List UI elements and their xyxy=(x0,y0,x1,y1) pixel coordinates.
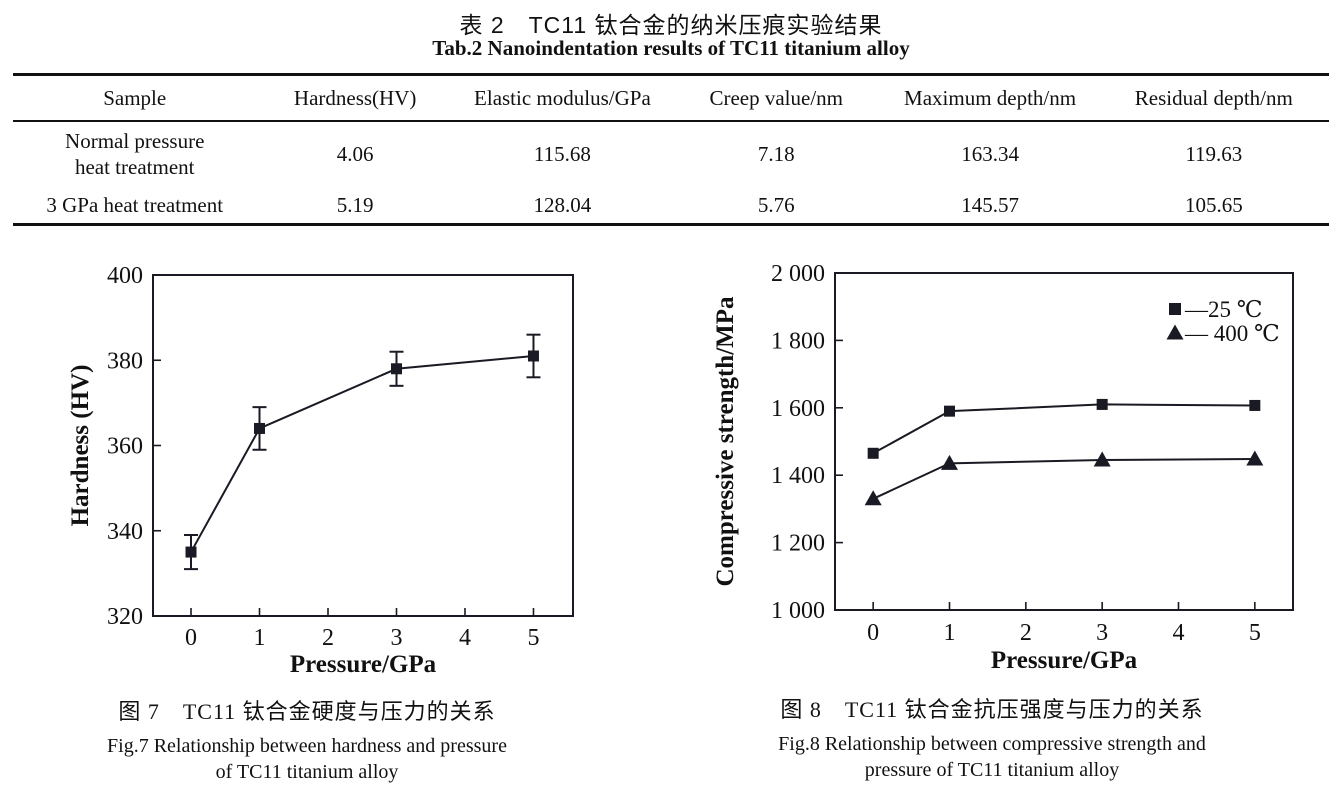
svg-text:Pressure/GPa: Pressure/GPa xyxy=(290,651,437,678)
svg-text:1 400: 1 400 xyxy=(771,463,825,489)
col-header-creep-value: Creep value/nm xyxy=(709,85,844,110)
svg-text:Pressure/GPa: Pressure/GPa xyxy=(991,647,1138,674)
cell-elastic-modulus: 115.68 xyxy=(533,141,591,166)
svg-text:5: 5 xyxy=(527,625,539,651)
table-title-english: Tab.2 Nanoindentation results of TC11 ti… xyxy=(432,36,910,60)
svg-text:400: 400 xyxy=(107,263,143,289)
svg-text:1: 1 xyxy=(254,625,266,651)
fig7-caption-english-line2: of TC11 titanium alloy xyxy=(215,761,399,783)
cell-creep-value: 5.76 xyxy=(757,192,795,217)
svg-text:3: 3 xyxy=(1096,620,1108,646)
svg-text:1 800: 1 800 xyxy=(771,328,825,354)
fig8-caption-english-line2: pressure of TC11 titanium alloy xyxy=(864,759,1120,781)
svg-text:Hardness (HV): Hardness (HV) xyxy=(67,365,94,527)
svg-text:2 000: 2 000 xyxy=(771,261,825,287)
col-header-residual-depth: Residual depth/nm xyxy=(1134,85,1293,110)
fig8-caption: 图 8 TC11 钛合金抗压强度与压力的关系 Fig.8 Relationshi… xyxy=(712,692,1272,783)
cell-creep-value: 7.18 xyxy=(757,141,795,166)
svg-text:1 000: 1 000 xyxy=(771,598,825,624)
fig8-caption-english-line1: Fig.8 Relationship between compressive s… xyxy=(778,733,1206,755)
cell-sample: 3 GPa heat treatment xyxy=(46,192,224,217)
svg-text:3: 3 xyxy=(390,625,402,651)
svg-text:2: 2 xyxy=(1020,620,1032,646)
svg-text:1 600: 1 600 xyxy=(771,396,825,422)
cell-residual-depth: 119.63 xyxy=(1185,141,1243,166)
cell-hardness: 4.06 xyxy=(336,141,374,166)
svg-text:4: 4 xyxy=(459,625,471,651)
cell-sample: Normal pressure heat treatment xyxy=(65,128,205,179)
results-table-wrap: Sample Hardness(HV) Elastic modulus/GPa … xyxy=(13,73,1329,226)
col-header-maximum-depth: Maximum depth/nm xyxy=(904,85,1077,110)
svg-text:Compressive strength/MPa: Compressive strength/MPa xyxy=(712,296,739,587)
col-header-hardness: Hardness(HV) xyxy=(293,85,417,110)
fig7-caption: 图 7 TC11 钛合金硬度与压力的关系 Fig.7 Relationship … xyxy=(27,694,587,785)
svg-text:320: 320 xyxy=(107,604,143,630)
fig7-caption-english-line1: Fig.7 Relationship between hardness and … xyxy=(107,735,507,757)
col-header-elastic-modulus: Elastic modulus/GPa xyxy=(474,85,651,110)
nanoindentation-results-table: Sample Hardness(HV) Elastic modulus/GPa … xyxy=(13,73,1329,226)
table-row: 3 GPa heat treatment 5.19 128.04 5.76 14… xyxy=(13,187,1329,225)
svg-text:360: 360 xyxy=(107,434,143,460)
fig7-caption-chinese: 图 7 TC11 钛合金硬度与压力的关系 xyxy=(118,699,496,724)
svg-text:2: 2 xyxy=(322,625,334,651)
svg-text:1 200: 1 200 xyxy=(771,531,825,557)
fig8-compressive-strength-vs-pressure-chart: 0 1 2 3 4 5 1 000 1 200 1 400 1 600 1 800 2 000 Pres… xyxy=(712,261,1294,674)
svg-text:1: 1 xyxy=(944,620,956,646)
svg-text:—25 ℃: —25 ℃ xyxy=(1184,297,1262,322)
cell-maximum-depth: 145.57 xyxy=(961,192,1019,217)
svg-text:380: 380 xyxy=(107,348,143,374)
table-title-chinese: 表 2 TC11 钛合金的纳米压痕实验结果 xyxy=(459,12,883,38)
svg-text:4: 4 xyxy=(1173,620,1185,646)
svg-text:0: 0 xyxy=(185,625,197,651)
svg-text:5: 5 xyxy=(1249,620,1261,646)
col-header-sample: Sample xyxy=(103,85,167,110)
svg-text:— 400 ℃: — 400 ℃ xyxy=(1184,321,1280,346)
svg-text:0: 0 xyxy=(867,620,879,646)
table-row: Normal pressure heat treatment 4.06 115.… xyxy=(13,121,1329,187)
cell-maximum-depth: 163.34 xyxy=(961,141,1019,166)
fig8-caption-chinese: 图 8 TC11 钛合金抗压强度与压力的关系 xyxy=(780,697,1204,722)
cell-elastic-modulus: 128.04 xyxy=(533,192,592,217)
fig7-hardness-vs-pressure-chart: 0 1 2 3 4 5 320 340 360 380 400 Pressure/GPa Hardnes… xyxy=(67,263,574,678)
table-header-row: Sample Hardness(HV) Elastic modulus/GPa … xyxy=(13,75,1329,121)
cell-hardness: 5.19 xyxy=(336,192,374,217)
svg-text:340: 340 xyxy=(107,519,143,545)
cell-residual-depth: 105.65 xyxy=(1184,192,1243,217)
